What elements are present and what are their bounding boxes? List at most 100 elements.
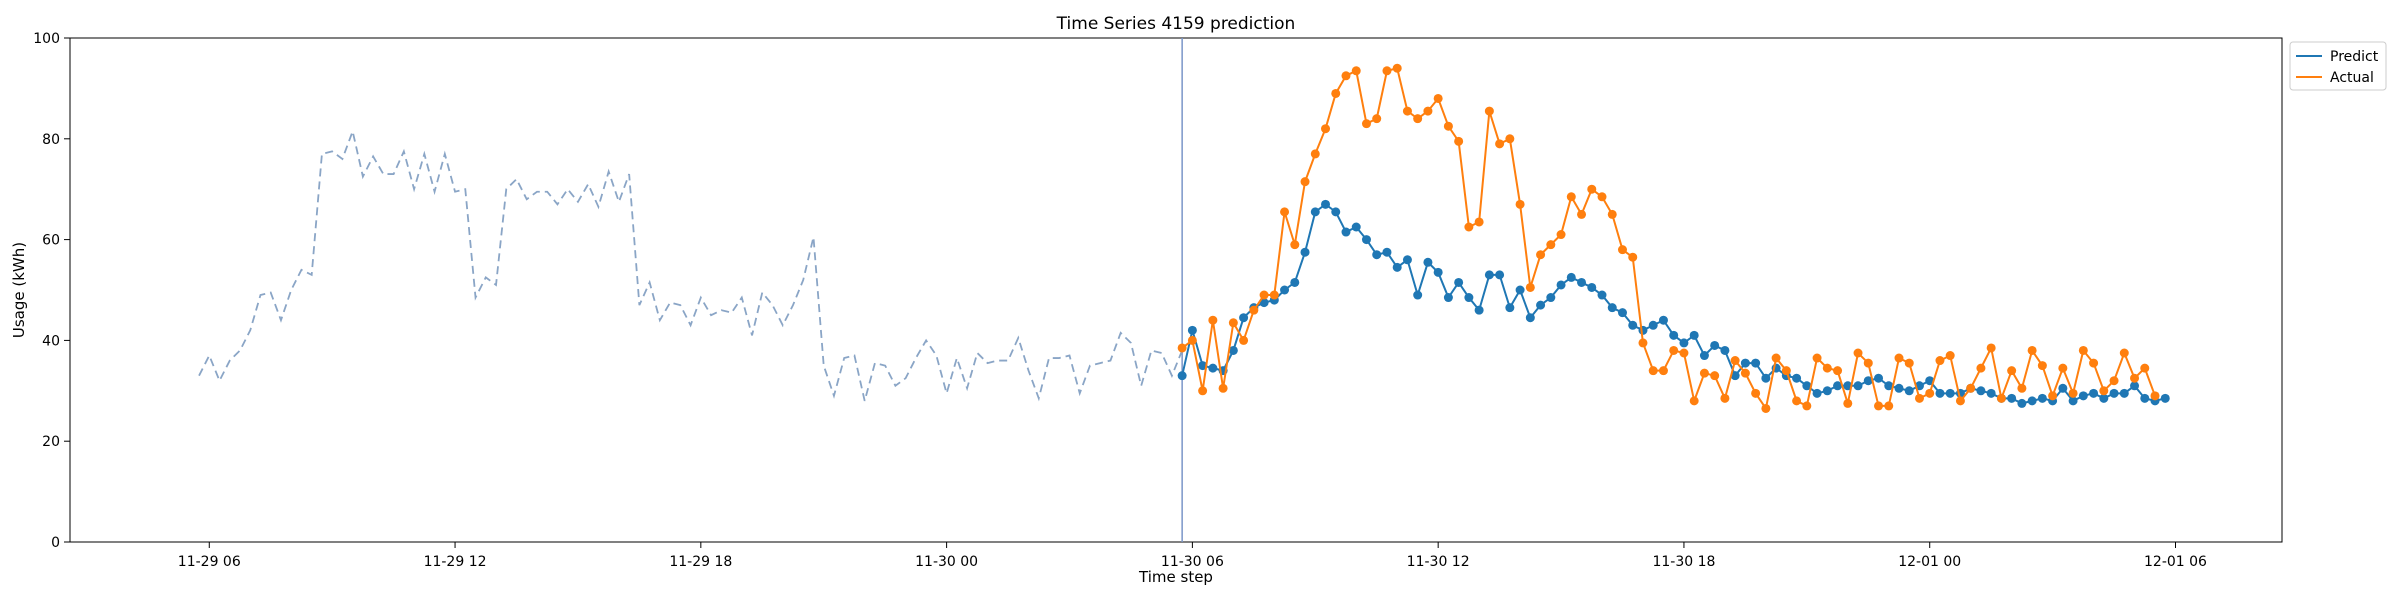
- actual-point: [1464, 222, 1474, 232]
- actual-point: [2058, 363, 2068, 373]
- predict-point: [1607, 303, 1617, 313]
- actual-point: [1474, 217, 1484, 227]
- actual-point: [1218, 383, 1228, 393]
- predict-point: [1566, 272, 1576, 282]
- actual-point: [1894, 353, 1904, 363]
- predict-point: [1474, 305, 1484, 315]
- actual-point: [1208, 315, 1218, 325]
- actual-point: [1648, 366, 1658, 376]
- x-axis-label: Time step: [1138, 568, 1213, 586]
- predict-line: [1181, 203, 2166, 405]
- predict-point: [1577, 277, 1587, 287]
- predict-point: [1433, 267, 1443, 277]
- y-tick-label: 0: [51, 535, 60, 551]
- predict-point: [1699, 351, 1709, 361]
- x-tick-label: 11-29 06: [178, 554, 241, 570]
- actual-point: [1853, 348, 1863, 358]
- actual-point: [1525, 282, 1535, 292]
- predict-point: [1208, 363, 1218, 373]
- predict-point: [2007, 393, 2017, 403]
- predict-point: [1372, 250, 1382, 260]
- predict-point: [1710, 340, 1720, 350]
- x-tick-label: 11-30 00: [915, 554, 978, 570]
- predict-point: [2078, 391, 2088, 401]
- actual-point: [1515, 199, 1525, 209]
- predict-point: [1464, 293, 1474, 303]
- actual-point: [1761, 403, 1771, 413]
- predict-point: [1638, 325, 1648, 335]
- actual-point: [1617, 245, 1627, 255]
- actual-point: [1556, 230, 1566, 240]
- actual-point: [1884, 401, 1894, 411]
- y-axis-label: Usage (kWh): [10, 242, 28, 338]
- actual-point: [1433, 93, 1443, 103]
- actual-point: [1300, 177, 1310, 187]
- actual-point: [1802, 401, 1812, 411]
- actual-point: [1382, 66, 1392, 76]
- actual-point: [1484, 106, 1494, 116]
- actual-point: [1577, 209, 1587, 219]
- y-tick-label: 20: [42, 434, 60, 450]
- actual-point: [2109, 376, 2119, 386]
- actual-point: [2027, 345, 2037, 355]
- actual-point: [1198, 386, 1208, 396]
- actual-point: [2140, 363, 2150, 373]
- actual-point: [1280, 207, 1290, 217]
- x-tick-label: 11-29 12: [424, 554, 487, 570]
- actual-point: [1628, 252, 1638, 262]
- y-tick-label: 100: [33, 31, 60, 47]
- predict-point: [1853, 381, 1863, 391]
- actual-point: [1392, 63, 1402, 73]
- actual-point: [1546, 240, 1556, 250]
- actual-point: [1914, 393, 1924, 403]
- x-tick-label: 12-01 00: [1898, 554, 1961, 570]
- predict-point: [2099, 393, 2109, 403]
- predict-point: [1986, 388, 1996, 398]
- predict-point: [1658, 315, 1668, 325]
- actual-point: [1986, 343, 1996, 353]
- actual-point: [1505, 134, 1515, 144]
- predict-point: [1495, 270, 1505, 280]
- actual-point: [1781, 366, 1791, 376]
- predict-point: [1351, 222, 1361, 232]
- predict-point: [1740, 358, 1750, 368]
- actual-point: [1955, 396, 1965, 406]
- predict-point: [1423, 257, 1433, 267]
- predict-point: [1812, 388, 1822, 398]
- predict-point: [1198, 361, 1208, 371]
- predict-point: [1976, 386, 1986, 396]
- predict-point: [1515, 285, 1525, 295]
- actual-point: [1689, 396, 1699, 406]
- actual-point: [1730, 356, 1740, 366]
- actual-point: [1310, 149, 1320, 159]
- predict-point: [2027, 396, 2037, 406]
- actual-point: [1321, 124, 1331, 134]
- predict-point: [1935, 388, 1945, 398]
- actual-point: [1843, 398, 1853, 408]
- actual-point: [2099, 386, 2109, 396]
- actual-point: [1679, 348, 1689, 358]
- history-line: [198, 128, 1183, 402]
- predict-point: [1894, 383, 1904, 393]
- actual-point: [1925, 388, 1935, 398]
- predict-point: [1720, 345, 1730, 355]
- actual-point: [1669, 345, 1679, 355]
- actual-point: [1720, 393, 1730, 403]
- x-tick-label: 11-29 18: [669, 554, 732, 570]
- predict-point: [1413, 290, 1423, 300]
- predict-point: [1679, 338, 1689, 348]
- legend: Predict Actual: [2289, 41, 2387, 91]
- actual-point: [1228, 318, 1238, 328]
- predict-point: [2140, 393, 2150, 403]
- predict-point: [1443, 293, 1453, 303]
- predict-point: [1884, 381, 1894, 391]
- actual-point: [1413, 114, 1423, 124]
- predict-point: [1597, 290, 1607, 300]
- predict-point: [1628, 320, 1638, 330]
- plot-area: 0 20 40 60 80 100 11-29 06 11-29 12 11-29 18 11-3…: [33, 31, 2283, 570]
- predict-point: [1484, 270, 1494, 280]
- actual-point: [1361, 119, 1371, 129]
- predict-point: [1945, 388, 1955, 398]
- predict-point: [1454, 277, 1464, 287]
- y-tick-label: 40: [42, 333, 60, 349]
